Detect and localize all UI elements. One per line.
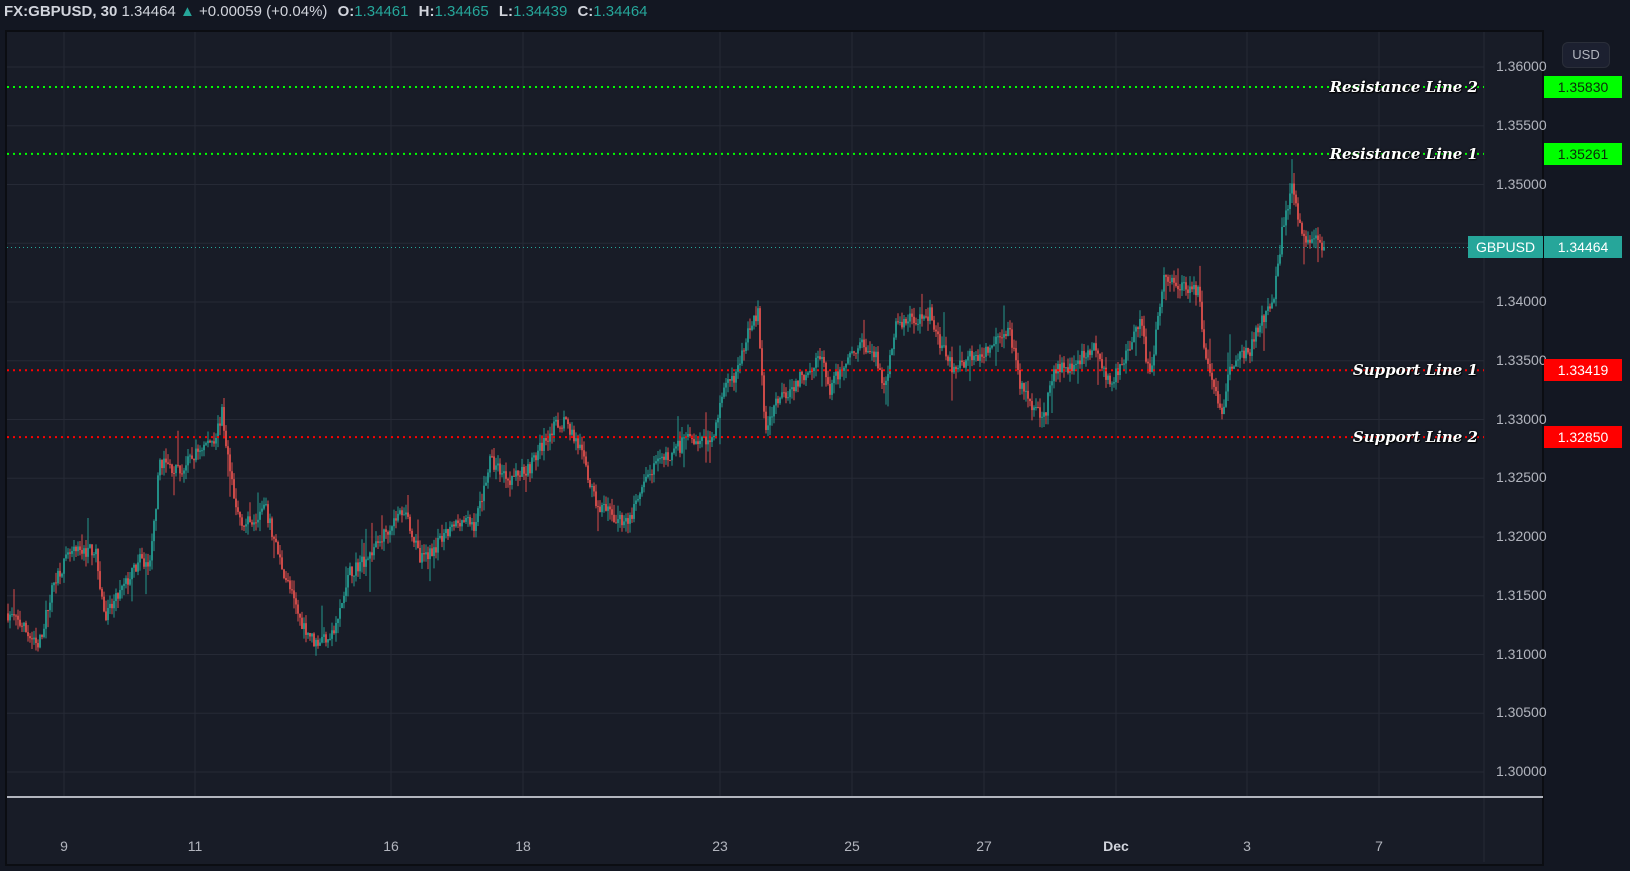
level-price-tag: 1.32850 [1544,426,1622,449]
candles [7,159,1325,656]
chart-frame [5,30,1544,866]
level-line-label[interactable]: Support Line 1 [1352,361,1478,380]
time-tick-label: 16 [383,838,399,854]
level-line-label[interactable]: Resistance Line 1 [1329,144,1478,163]
close-value: 1.34464 [593,3,648,20]
current-price-tag: 1.34464 [1544,236,1622,259]
open-value: 1.34461 [354,3,409,20]
price-tick-label: 1.32500 [1496,469,1547,486]
price-change: +0.00059 (+0.04%) [198,3,328,20]
time-tick-label: 25 [844,838,860,854]
currency-badge[interactable]: USD [1562,42,1610,68]
low-label: L: [498,3,514,20]
price-tick-label: 1.31500 [1496,586,1547,603]
price-tick-label: 1.32000 [1496,528,1547,544]
time-tick-label: 27 [976,838,992,854]
price-tick-label: 1.35000 [1496,175,1547,192]
price-tick-label: 1.33000 [1496,410,1547,427]
high-value: 1.34465 [434,3,489,20]
time-tick-label: Dec [1103,838,1129,854]
time-tick-label: 9 [60,838,68,854]
close-label: C: [577,3,594,20]
time-tick-label: 7 [1375,838,1383,854]
time-tick-label: 11 [187,838,203,854]
level-line-label[interactable]: Resistance Line 2 [1329,77,1478,96]
level-price-tag: 1.35261 [1544,142,1622,165]
open-label: O: [337,3,355,20]
current-symbol-tag: GBPUSD [1468,236,1543,259]
price-tick-label: 1.30000 [1496,763,1547,779]
up-triangle-icon: ▲ [179,3,195,20]
price-tick-label: 1.31000 [1496,645,1547,662]
last-price: 1.34464 [121,3,176,20]
time-tick-label: 18 [515,838,531,854]
level-price-tag: 1.35830 [1544,75,1622,98]
symbol-title[interactable]: FX:GBPUSD, 30 [4,3,118,20]
time-tick-label: 23 [712,838,728,854]
price-tick-label: 1.35500 [1496,116,1547,133]
time-tick-label: 3 [1243,838,1251,854]
price-tick-label: 1.33500 [1496,351,1547,368]
price-tick-label: 1.34000 [1496,293,1547,309]
low-value: 1.34439 [513,3,568,20]
price-tick-label: 1.36000 [1496,58,1547,74]
symbol-legend: FX:GBPUSD, 30 1.34464 ▲ +0.00059 (+0.04%… [4,3,648,25]
high-label: H: [418,3,435,20]
level-price-tag: 1.33419 [1544,359,1622,382]
price-tick-label: 1.30500 [1496,704,1547,721]
level-line-label[interactable]: Support Line 2 [1352,428,1478,447]
